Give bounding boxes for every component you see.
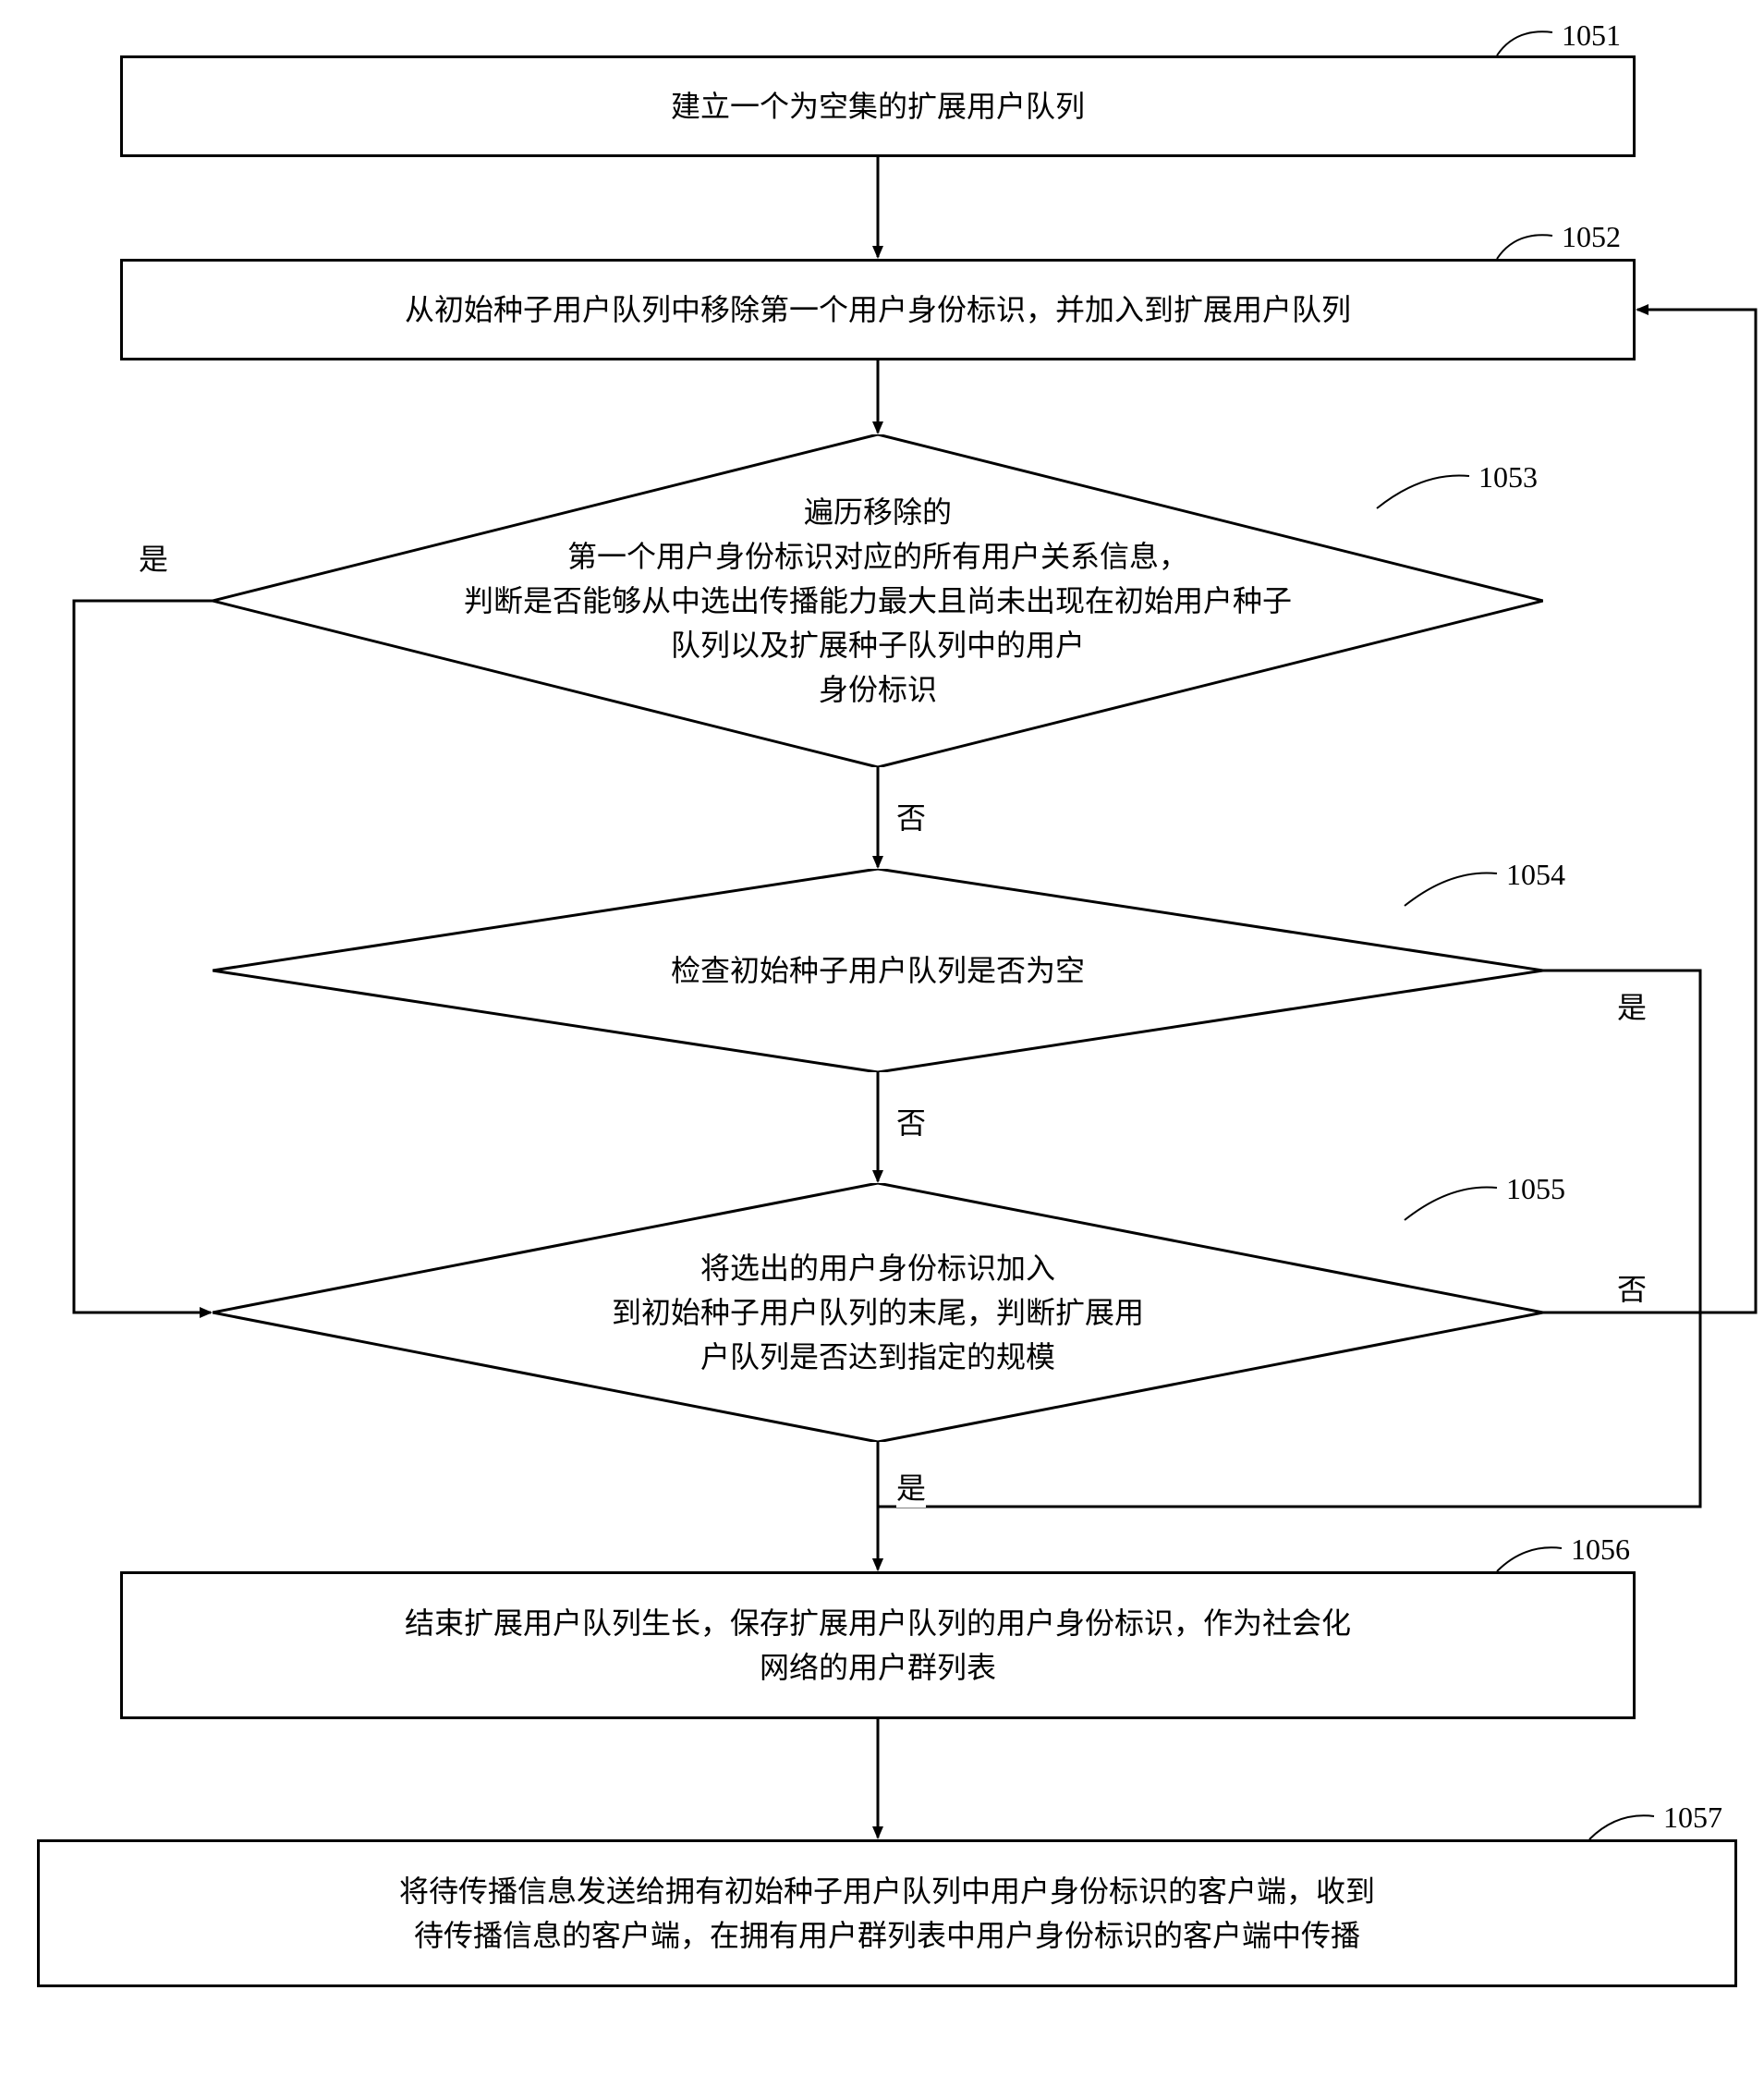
label-1055-yes: 是	[896, 1465, 926, 1508]
ref-1056: 1056	[1571, 1532, 1630, 1567]
label-1053-no: 否	[896, 795, 926, 837]
decision-1053: 遍历移除的 第一个用户身份标识对应的所有用户关系信息， 判断是否能够从中选出传播…	[213, 434, 1543, 767]
process-1056: 结束扩展用户队列生长，保存扩展用户队列的用户身份标识，作为社会化 网络的用户群列…	[120, 1571, 1636, 1719]
decision-1054-text: 检查初始种子用户队列是否为空	[671, 948, 1085, 993]
process-1057-text: 将待传播信息发送给拥有初始种子用户队列中用户身份标识的客户端，收到 待传播信息的…	[399, 1869, 1375, 1958]
label-1054-no: 否	[896, 1100, 926, 1142]
decision-1055-text: 将选出的用户身份标识加入 到初始种子用户队列的末尾，判断扩展用 户队列是否达到指…	[612, 1246, 1144, 1379]
label-1055-no: 否	[1617, 1266, 1647, 1309]
flowchart-canvas: 建立一个为空集的扩展用户队列 1051 从初始种子用户队列中移除第一个用户身份标…	[18, 18, 1764, 2070]
decision-1054: 检查初始种子用户队列是否为空	[213, 869, 1543, 1072]
process-1052-text: 从初始种子用户队列中移除第一个用户身份标识，并加入到扩展用户队列	[405, 287, 1351, 332]
process-1051: 建立一个为空集的扩展用户队列	[120, 55, 1636, 157]
label-1054-yes: 是	[1617, 984, 1647, 1027]
process-1052: 从初始种子用户队列中移除第一个用户身份标识，并加入到扩展用户队列	[120, 259, 1636, 360]
ref-1054: 1054	[1506, 858, 1565, 892]
ref-1051: 1051	[1562, 18, 1621, 53]
label-1053-yes: 是	[139, 536, 168, 579]
decision-1055: 将选出的用户身份标识加入 到初始种子用户队列的末尾，判断扩展用 户队列是否达到指…	[213, 1183, 1543, 1442]
ref-1052: 1052	[1562, 220, 1621, 254]
ref-1055: 1055	[1506, 1172, 1565, 1206]
ref-1053: 1053	[1478, 460, 1538, 495]
ref-1057: 1057	[1663, 1801, 1722, 1835]
decision-1053-text: 遍历移除的 第一个用户身份标识对应的所有用户关系信息， 判断是否能够从中选出传播…	[464, 490, 1292, 712]
process-1051-text: 建立一个为空集的扩展用户队列	[671, 84, 1085, 128]
process-1056-text: 结束扩展用户队列生长，保存扩展用户队列的用户身份标识，作为社会化 网络的用户群列…	[405, 1601, 1351, 1690]
process-1057: 将待传播信息发送给拥有初始种子用户队列中用户身份标识的客户端，收到 待传播信息的…	[37, 1839, 1737, 1987]
